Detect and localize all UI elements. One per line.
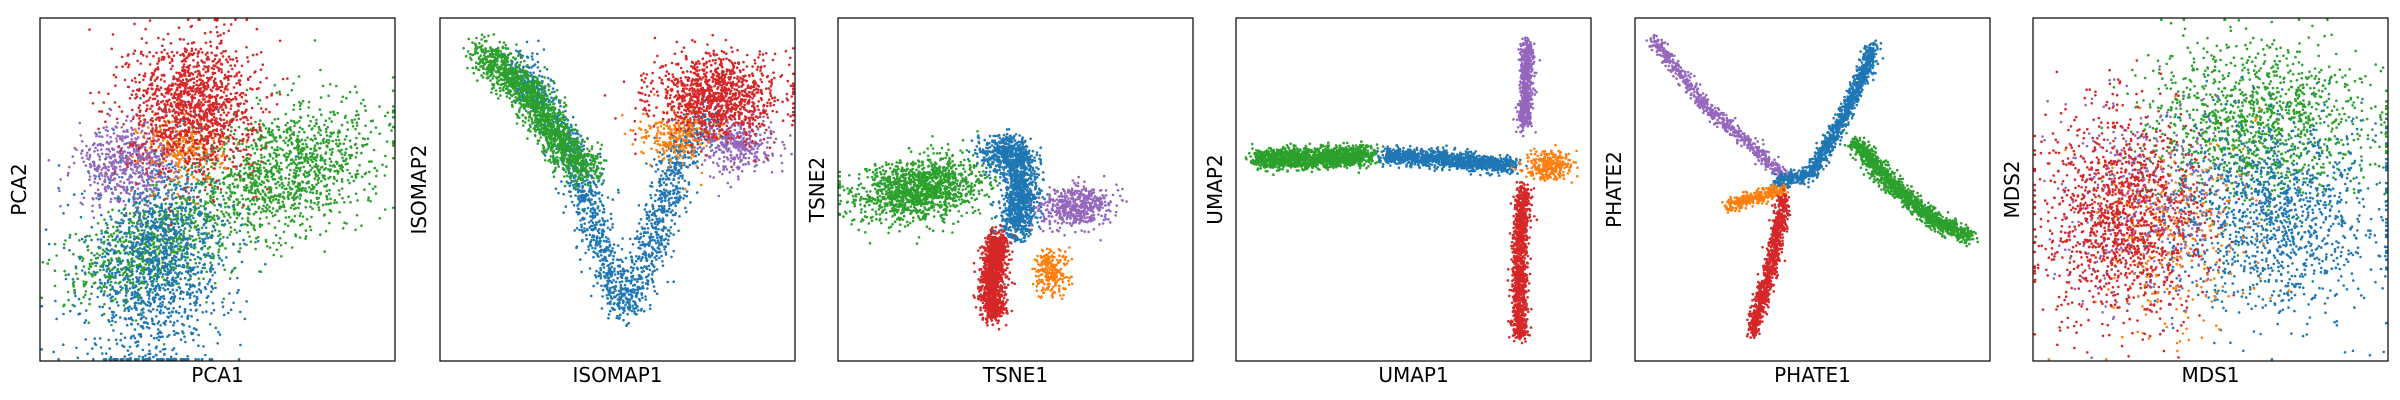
umap-plot-frame bbox=[1235, 17, 1592, 362]
phate-x-axis-label: PHATE1 bbox=[1774, 363, 1851, 387]
pca1-cluster-purple bbox=[47, 107, 208, 226]
isomap1-cluster-green bbox=[462, 33, 608, 190]
pca-plot-frame bbox=[39, 17, 396, 362]
mds-plot-frame bbox=[2032, 17, 2389, 362]
panel-phate: PHATE1 PHATE2 bbox=[1602, 17, 1991, 387]
umap-y-axis-label: UMAP2 bbox=[1203, 154, 1227, 224]
pca-y-axis-label: PCA2 bbox=[7, 163, 31, 215]
tsne1-cluster-green bbox=[838, 130, 1024, 245]
tsne1-cluster-orange bbox=[1031, 246, 1074, 301]
umap1-cluster-blue bbox=[1376, 144, 1528, 177]
tsne1-cluster-purple bbox=[1028, 174, 1128, 242]
pca1-cluster-green bbox=[126, 39, 395, 303]
isomap-plot-frame bbox=[439, 17, 796, 362]
mds1-cluster-blue bbox=[2092, 76, 2388, 361]
pca-x-axis-label: PCA1 bbox=[191, 363, 243, 387]
pca1-cluster-red bbox=[88, 18, 289, 227]
phate1-cluster-purple bbox=[1645, 33, 1793, 182]
mds1-cluster-orange bbox=[2047, 94, 2291, 361]
phate-points bbox=[1645, 33, 1979, 340]
tsne-x-axis-label: TSNE1 bbox=[982, 363, 1048, 387]
panel-mds: MDS1 MDS2 bbox=[2000, 17, 2389, 387]
umap1-cluster-purple bbox=[1512, 36, 1542, 138]
phate1-cluster-orange bbox=[1721, 183, 1790, 214]
tsne-points bbox=[838, 128, 1128, 331]
mds-x-axis-label: MDS1 bbox=[2181, 363, 2239, 387]
phate1-cluster-blue bbox=[1769, 39, 1885, 191]
phate1-cluster-green bbox=[1843, 131, 1979, 248]
phate1-cluster-red bbox=[1745, 188, 1792, 340]
umap1-cluster-red bbox=[1506, 180, 1539, 345]
tsne-y-axis-label: TSNE2 bbox=[805, 157, 829, 223]
mds1-cluster-red bbox=[2033, 59, 2241, 359]
pca-points bbox=[40, 18, 395, 361]
phate-plot-frame bbox=[1634, 17, 1991, 362]
umap1-cluster-orange bbox=[1510, 143, 1579, 184]
phate-y-axis-label: PHATE2 bbox=[1602, 151, 1626, 228]
isomap-points bbox=[462, 33, 795, 328]
isomap1-cluster-red bbox=[603, 33, 795, 169]
panel-pca: PCA1 PCA2 bbox=[7, 17, 396, 387]
umap-x-axis-label: UMAP1 bbox=[1378, 363, 1448, 387]
mds-y-axis-label: MDS2 bbox=[2000, 160, 2024, 218]
isomap-y-axis-label: ISOMAP2 bbox=[407, 144, 431, 234]
umap-points bbox=[1244, 36, 1579, 345]
tsne1-cluster-red bbox=[972, 224, 1016, 331]
isomap-x-axis-label: ISOMAP1 bbox=[572, 363, 662, 387]
tsne-plot-frame bbox=[837, 17, 1194, 362]
mds-points bbox=[2033, 18, 2388, 361]
panel-tsne: TSNE1 TSNE2 bbox=[805, 17, 1194, 387]
tsne1-cluster-blue bbox=[966, 128, 1049, 245]
mds1-cluster-purple bbox=[2041, 65, 2281, 360]
panel-umap: UMAP1 UMAP2 bbox=[1203, 17, 1592, 387]
pca1-cluster-blue bbox=[40, 97, 298, 361]
umap1-cluster-green bbox=[1244, 140, 1388, 176]
panel-isomap: ISOMAP1 ISOMAP2 bbox=[407, 17, 796, 387]
